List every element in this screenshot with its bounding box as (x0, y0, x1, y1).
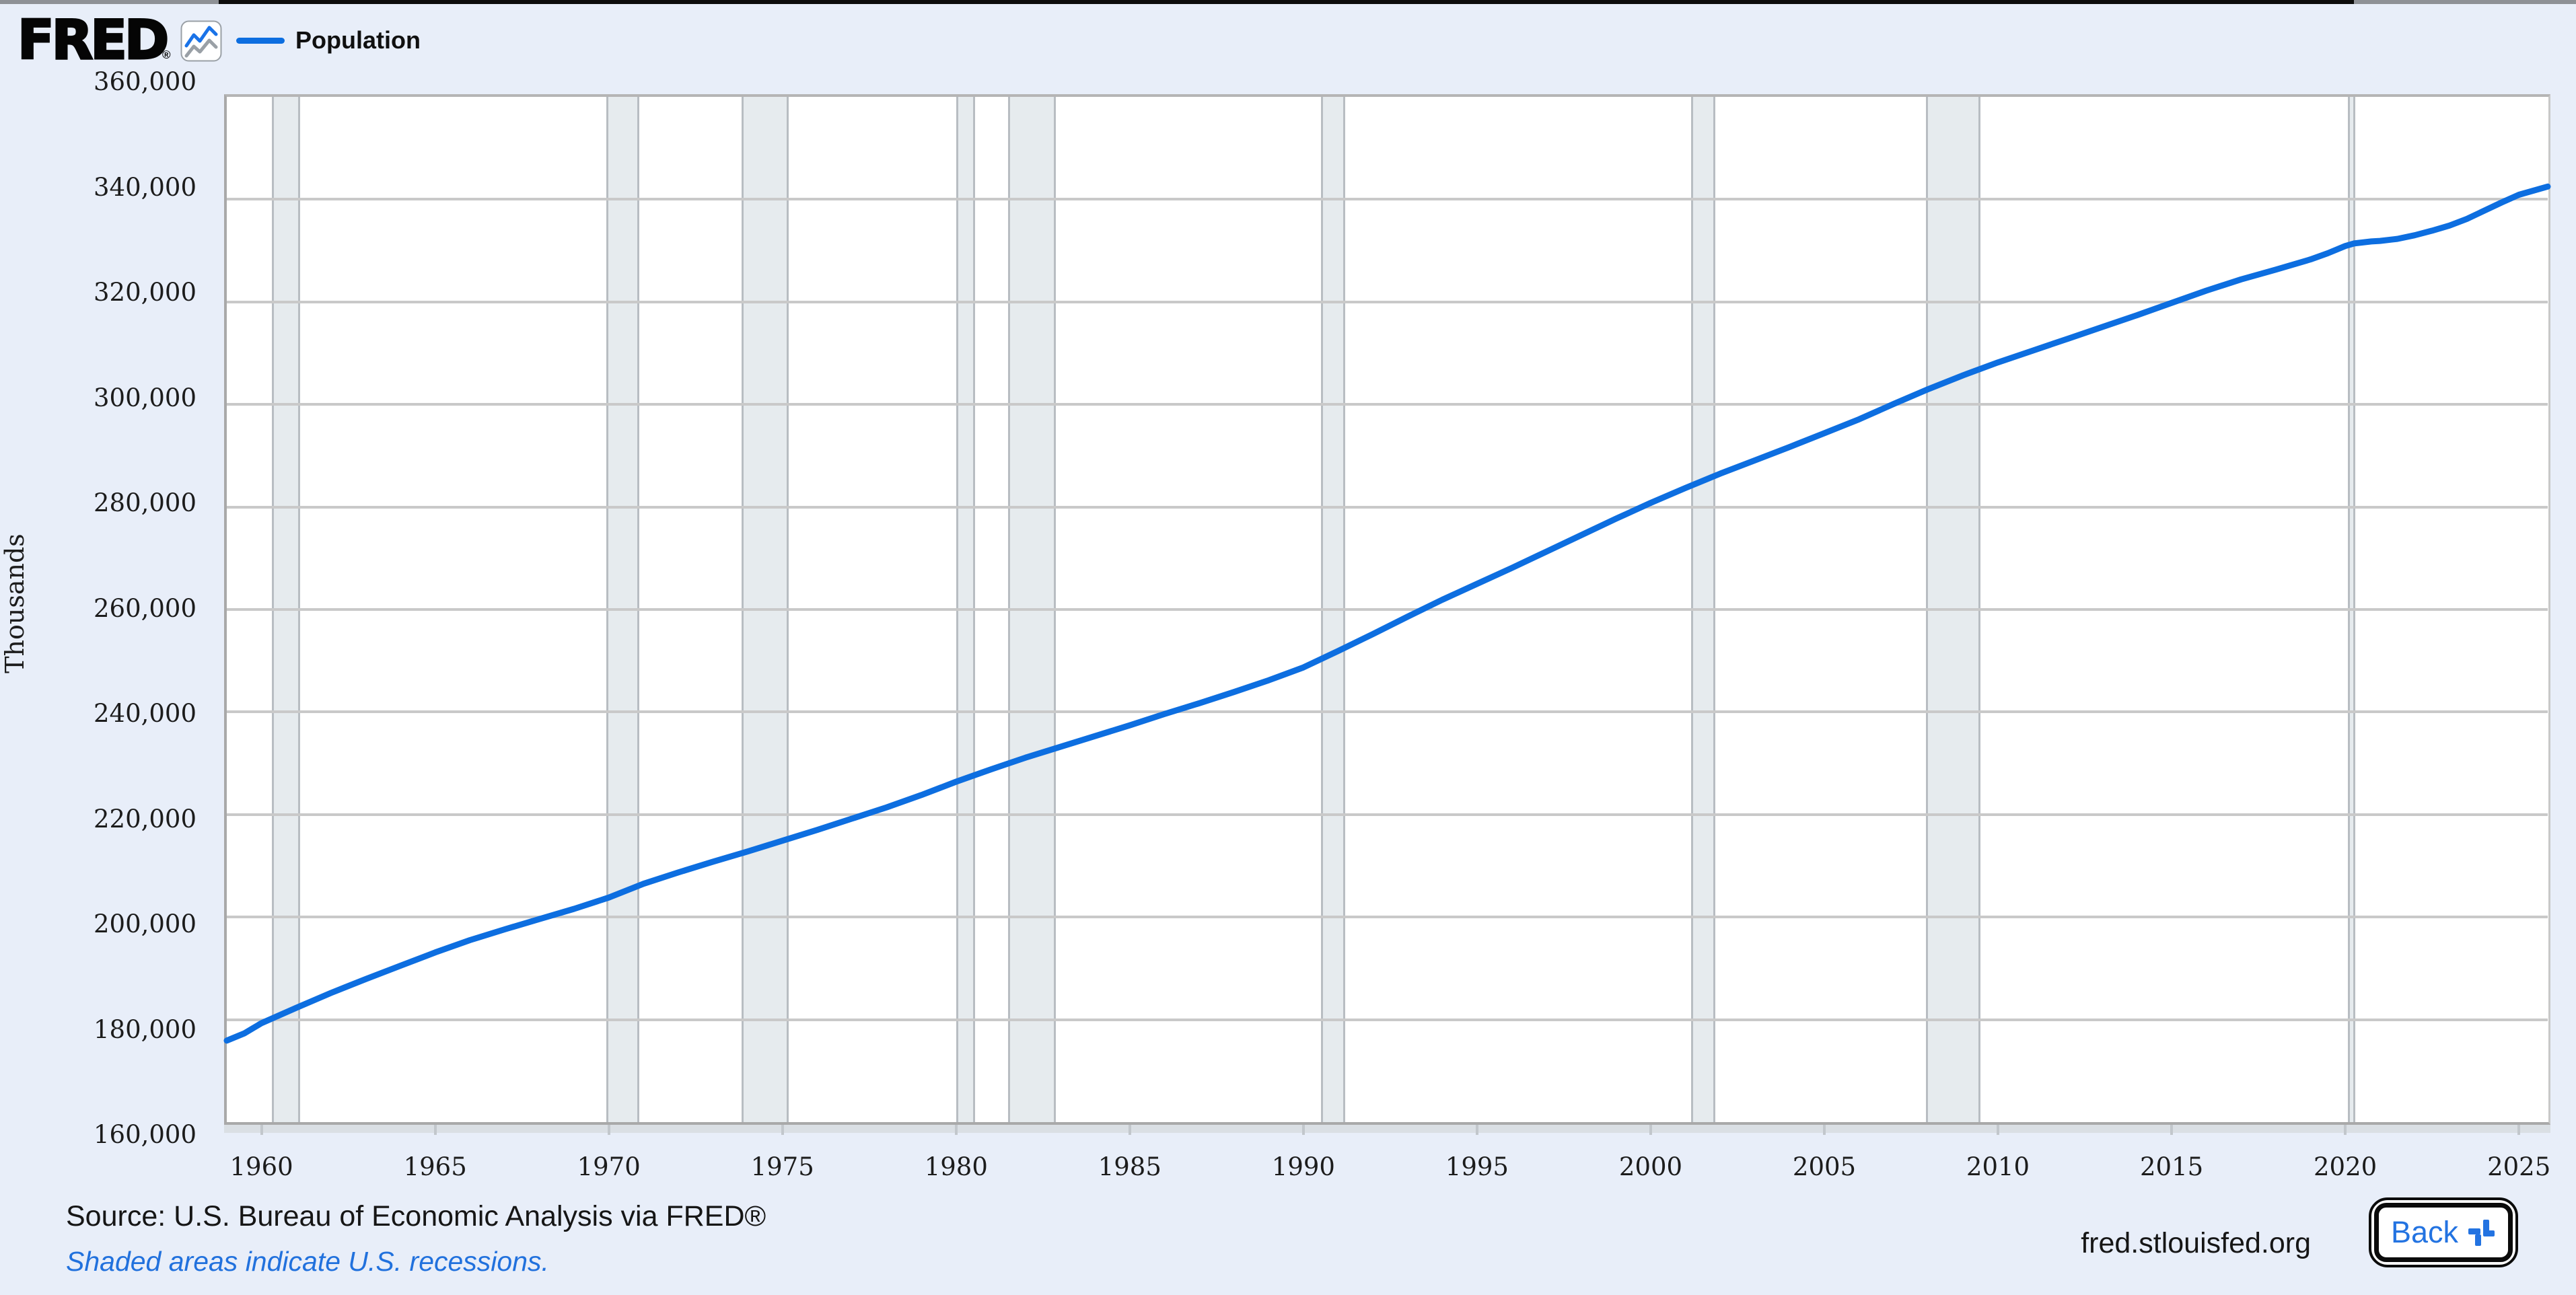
y-tick-label: 320,000 (93, 278, 196, 307)
top-strip-right (2354, 0, 2576, 4)
x-tick-label: 1965 (403, 1152, 467, 1181)
y-tick-label: 280,000 (93, 488, 196, 517)
x-tick-mark (1649, 1125, 1652, 1135)
recession-note: Shaded areas indicate U.S. recessions. (66, 1246, 549, 1277)
source-text: Source: U.S. Bureau of Economic Analysis… (66, 1200, 766, 1232)
y-tick-label: 200,000 (93, 910, 196, 938)
gridline (227, 505, 2548, 509)
back-button[interactable]: Back (2369, 1197, 2519, 1267)
legend-line-swatch (236, 37, 285, 44)
x-tick-label: 1970 (577, 1152, 641, 1181)
y-tick-label: 180,000 (93, 1014, 196, 1044)
y-tick-label: 360,000 (93, 67, 196, 96)
back-button-label: Back (2391, 1215, 2459, 1249)
fred-logo: FRED (16, 9, 170, 71)
x-tick-mark (1128, 1125, 1131, 1135)
gridline (227, 916, 2548, 919)
x-tick-label: 1995 (1445, 1152, 1509, 1181)
x-tick-mark (433, 1125, 437, 1135)
x-tick-mark (607, 1125, 610, 1135)
x-tick-label: 1985 (1098, 1152, 1161, 1181)
legend-label: Population (295, 26, 421, 54)
legend-item-population[interactable]: Population (236, 22, 421, 59)
x-tick-label: 2020 (2314, 1152, 2377, 1181)
y-tick-label: 340,000 (93, 172, 196, 202)
compress-icon (2468, 1220, 2495, 1246)
fred-graph-icon (180, 20, 222, 62)
population-line-series (223, 183, 2551, 1044)
y-tick-label: 240,000 (93, 699, 196, 728)
y-tick-label: 160,000 (93, 1120, 196, 1149)
x-tick-label: 1960 (229, 1152, 293, 1181)
x-tick-mark (781, 1125, 784, 1135)
top-strip-middle (219, 0, 2354, 4)
x-tick-mark (954, 1125, 958, 1135)
x-tick-label: 1990 (1271, 1152, 1335, 1181)
x-tick-mark (2517, 1125, 2521, 1135)
x-tick-label: 2025 (2487, 1152, 2551, 1181)
y-tick-label: 220,000 (93, 804, 196, 834)
back-button-inner: Back (2374, 1203, 2513, 1262)
x-tick-label: 2005 (1792, 1152, 1857, 1181)
registered-trademark: ® (162, 48, 171, 61)
gridline (227, 198, 2548, 201)
gridline (227, 1018, 2548, 1021)
x-tick-mark (1997, 1125, 1999, 1135)
x-tick-mark (1301, 1125, 1305, 1135)
gridline (227, 608, 2548, 611)
gridline (227, 710, 2548, 714)
gridline (227, 300, 2548, 303)
x-tick-label: 2000 (1618, 1152, 1683, 1181)
x-tick-label: 1980 (924, 1152, 988, 1181)
top-strip-left (0, 0, 219, 4)
plot-inner (223, 97, 2551, 1122)
y-tick-label: 300,000 (93, 383, 196, 412)
x-tick-mark (2170, 1125, 2174, 1135)
chart-plot-area[interactable] (223, 94, 2551, 1125)
x-tick-mark (2344, 1125, 2347, 1135)
y-tick-label: 260,000 (93, 593, 196, 623)
x-axis-baseline-strip (224, 1125, 2550, 1133)
x-tick-label: 1975 (750, 1152, 814, 1181)
gridline (227, 403, 2548, 406)
site-url: fred.stlouisfed.org (2081, 1227, 2311, 1259)
x-tick-mark (260, 1125, 263, 1135)
x-tick-label: 2010 (1966, 1152, 2030, 1181)
gridline (227, 813, 2548, 816)
x-tick-mark (1823, 1125, 1826, 1135)
x-tick-mark (1475, 1125, 1478, 1135)
x-tick-label: 2015 (2140, 1152, 2204, 1181)
